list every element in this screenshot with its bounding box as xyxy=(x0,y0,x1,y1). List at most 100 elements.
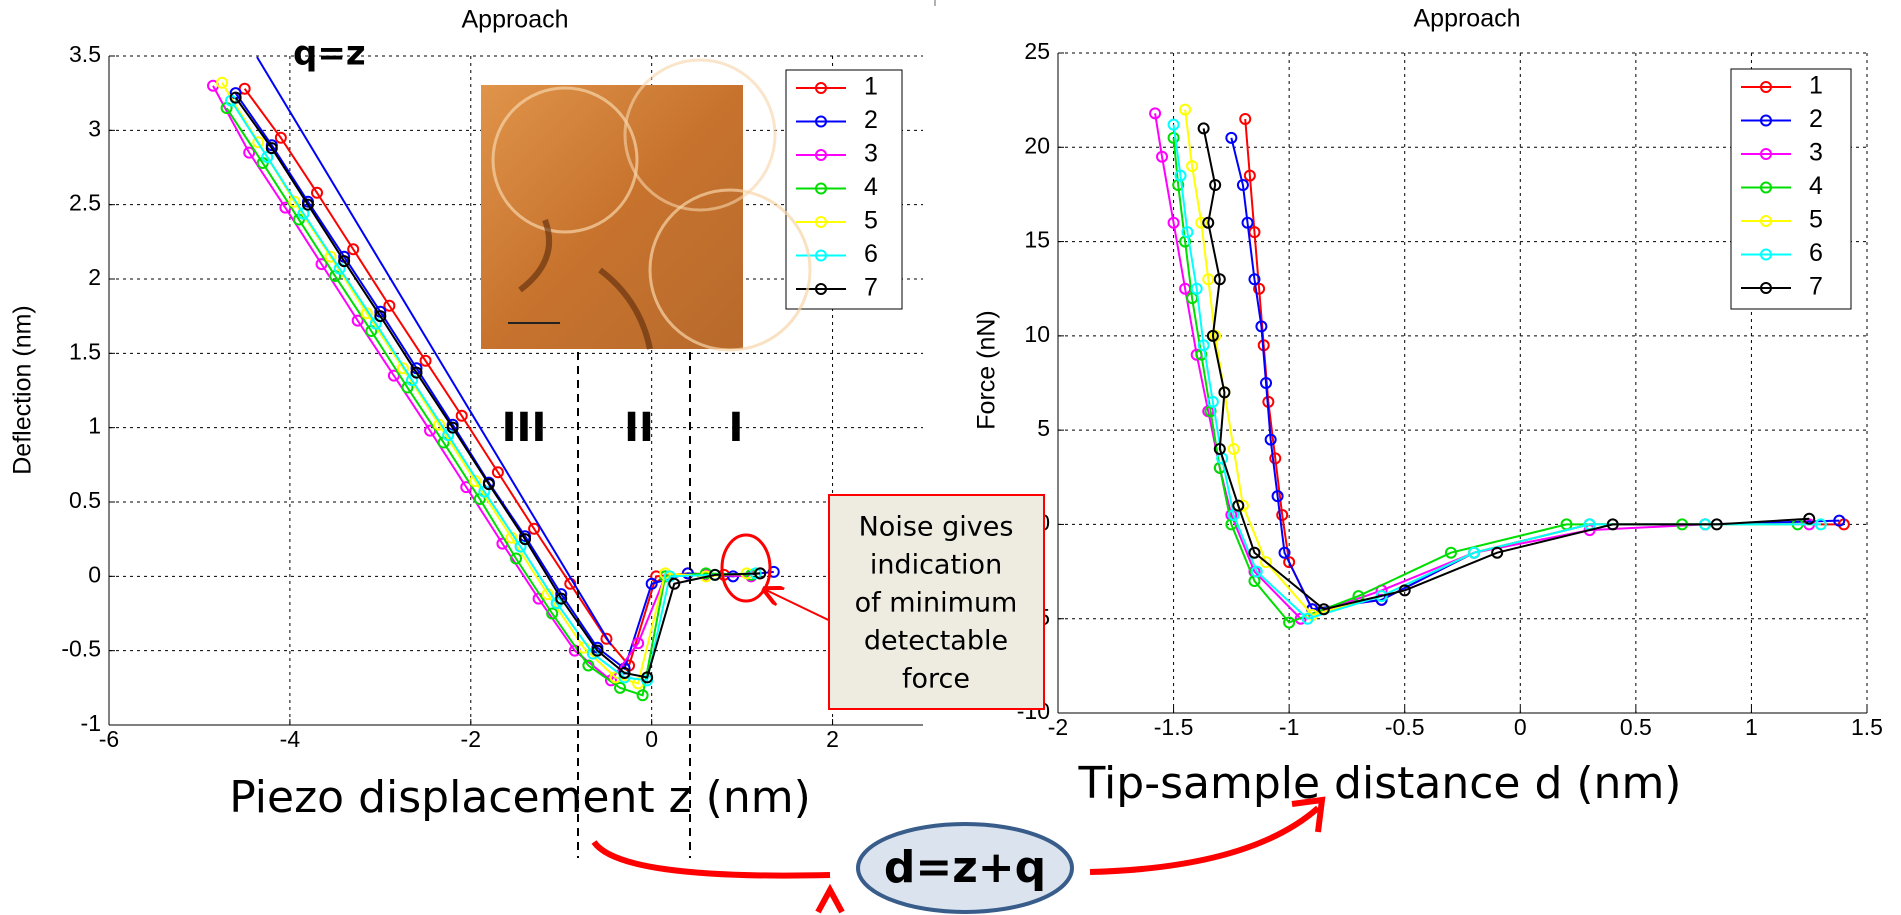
chart-title: Approach xyxy=(461,6,568,34)
data-point xyxy=(1468,546,1481,559)
y-tick-label: 2 xyxy=(88,264,101,290)
legend-marker xyxy=(815,149,827,161)
data-point xyxy=(419,354,432,367)
data-point xyxy=(1197,122,1210,135)
data-point xyxy=(1209,179,1222,191)
y-tick-label: 3 xyxy=(88,115,101,141)
data-point xyxy=(636,689,649,702)
data-point xyxy=(301,198,314,211)
data-point xyxy=(1213,273,1226,286)
data-point xyxy=(1213,443,1226,455)
data-point xyxy=(1301,612,1314,625)
legend-label: 1 xyxy=(1809,72,1823,100)
data-point xyxy=(591,644,604,657)
data-point xyxy=(1710,518,1723,531)
data-point xyxy=(555,592,568,605)
data-point xyxy=(1174,169,1187,182)
data-point xyxy=(383,299,396,312)
callout-text: of minimum xyxy=(855,588,1018,619)
data-point xyxy=(338,255,351,268)
chart-title: Approach xyxy=(1413,5,1520,33)
equation-bubble xyxy=(856,822,1074,914)
data-point xyxy=(1250,565,1263,578)
data-point xyxy=(1202,216,1215,229)
legend-marker xyxy=(1760,282,1772,294)
data-point xyxy=(1269,452,1282,465)
x-axis-label: Piezo displacement z (nm) xyxy=(229,772,811,823)
legend-label: 6 xyxy=(1809,239,1823,267)
data-point xyxy=(618,666,631,679)
flow-arrow-tip xyxy=(815,883,845,914)
series-line xyxy=(1172,124,1821,620)
data-point xyxy=(668,577,681,590)
data-point xyxy=(229,91,242,104)
data-point xyxy=(519,533,532,546)
data-point xyxy=(600,632,613,645)
data-point xyxy=(243,146,256,159)
y-tick-label: 20 xyxy=(1024,132,1050,158)
legend-marker xyxy=(815,82,827,94)
series-line xyxy=(1154,113,1810,620)
data-point xyxy=(1167,131,1180,144)
data-point xyxy=(1197,339,1210,352)
data-point xyxy=(1167,118,1180,131)
data-point xyxy=(482,478,495,491)
legend-label: 7 xyxy=(864,274,878,302)
legend-marker xyxy=(815,249,827,262)
inset-feature xyxy=(491,86,639,234)
data-point xyxy=(1814,518,1827,531)
inset-feature xyxy=(648,188,812,352)
data-point xyxy=(708,568,721,581)
data-point xyxy=(1239,113,1252,125)
data-point xyxy=(347,243,360,256)
y-tick-label: 0 xyxy=(88,561,101,587)
data-point xyxy=(1278,546,1291,559)
data-point xyxy=(1803,512,1816,525)
flow-arrow xyxy=(1089,805,1320,875)
x-tick-label: 0 xyxy=(645,726,658,752)
equation: d=z+q xyxy=(884,842,1046,893)
y-tick-label: 15 xyxy=(1024,227,1050,253)
legend-marker xyxy=(1760,181,1772,194)
legend-label: 4 xyxy=(1809,172,1823,200)
data-point xyxy=(446,421,459,434)
data-point xyxy=(1243,169,1256,182)
series-line xyxy=(212,85,752,682)
data-point xyxy=(1181,226,1194,239)
data-point xyxy=(374,310,387,323)
legend-label: 4 xyxy=(864,173,878,201)
data-point xyxy=(1317,603,1330,616)
data-point xyxy=(1294,612,1307,625)
legend-marker xyxy=(1760,114,1772,127)
noise-highlight xyxy=(720,533,772,603)
x-tick-label: -0.5 xyxy=(1385,714,1425,740)
data-point xyxy=(1195,216,1208,229)
annotation: III xyxy=(502,405,547,451)
data-point xyxy=(1491,546,1504,559)
data-point xyxy=(1444,546,1457,559)
x-tick-label: 0.5 xyxy=(1620,714,1652,740)
data-point xyxy=(1167,216,1180,229)
data-point xyxy=(582,659,595,672)
data-point xyxy=(288,195,301,208)
data-point xyxy=(265,142,278,155)
callout-box xyxy=(828,494,1045,710)
data-point xyxy=(528,522,541,535)
legend-marker xyxy=(1760,148,1772,160)
inset-feature xyxy=(518,218,653,350)
x-tick-label: -2 xyxy=(461,726,481,752)
data-point xyxy=(1149,107,1162,120)
y-tick-label: -0.5 xyxy=(61,636,101,662)
data-point xyxy=(1186,160,1199,173)
y-tick-label: 0.5 xyxy=(69,487,101,513)
data-point xyxy=(754,567,767,580)
annotation: q=z xyxy=(293,34,366,74)
data-point xyxy=(491,466,504,479)
data-point xyxy=(1227,509,1240,521)
data-point xyxy=(274,131,287,144)
data-point xyxy=(1241,216,1254,229)
q-equals-z-line xyxy=(256,56,612,646)
data-point xyxy=(1283,616,1296,629)
x-tick-label: 1 xyxy=(1745,714,1758,740)
x-axis-label: Tip-sample distance d (nm) xyxy=(1078,758,1682,809)
